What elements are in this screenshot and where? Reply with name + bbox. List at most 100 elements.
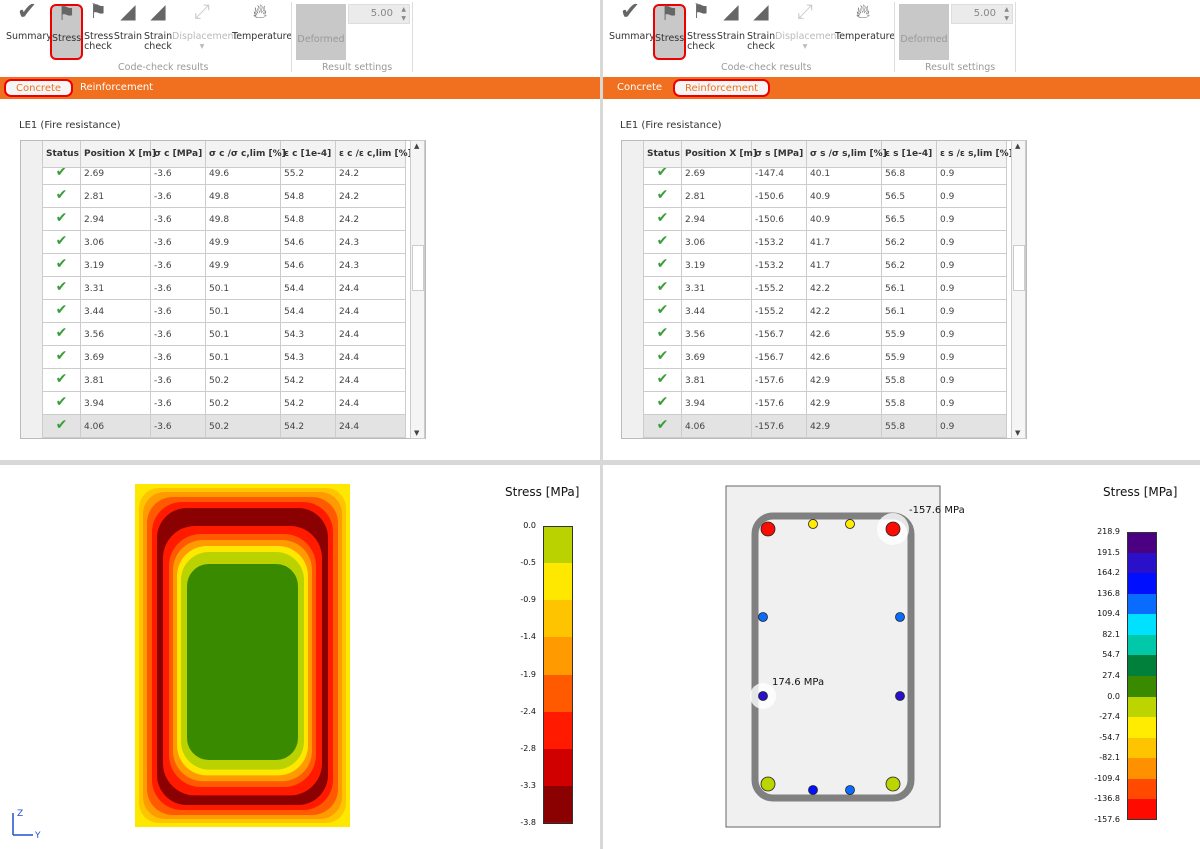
rebar[interactable] [885,776,901,792]
displacement-dropdown[interactable]: ⤢ Displacement ▾ [775,0,841,52]
displacement-dropdown[interactable]: ⤢ Displacement ▾ [172,0,238,52]
table-cell: 42.2 [807,300,882,323]
table-row[interactable]: ✔ 3.81 -157.6 42.9 55.8 0.9 [644,369,1007,392]
deform-scale-input[interactable]: 5.00 ▲ ▼ [951,4,1013,24]
table-cell: -3.6 [151,392,206,415]
rebar[interactable] [758,612,768,622]
summary-button[interactable]: ✔ Summary [6,0,52,42]
table-row[interactable]: ✔ 2.81 -3.6 49.8 54.8 24.2 [43,185,406,208]
table-row[interactable]: ✔ 3.69 -156.7 42.6 55.9 0.9 [644,346,1007,369]
column-header[interactable]: σ s [MPa] [752,141,807,167]
table-row[interactable]: ✔ 3.94 -3.6 50.2 54.2 24.4 [43,392,406,415]
legend-label: 109.4 [1097,609,1120,619]
results-table: ✔ 2.69 -3.6 49.6 55.2 24.2 ✔ 2.81 -3.6 49.8 54.8 24… [20,140,426,439]
scroll-up-icon[interactable]: ▲ [1015,142,1021,150]
column-header[interactable]: σ s /σ s,lim [%] [807,141,887,167]
column-header[interactable]: Position X [m] [682,141,757,167]
table-row[interactable]: ✔ 3.06 -153.2 41.7 56.2 0.9 [644,231,1007,254]
table-scrollbar[interactable]: ▲ ▼ [410,140,425,439]
scroll-down-icon[interactable]: ▼ [414,429,420,437]
table-row[interactable]: ✔ 3.69 -3.6 50.1 54.3 24.4 [43,346,406,369]
deformed-toggle[interactable]: Deformed [899,4,949,60]
tab-concrete[interactable]: Concrete [4,79,74,97]
tab-concrete[interactable]: Concrete [617,82,663,93]
column-header[interactable]: ε c /ε c,lim [%] [336,141,412,167]
summary-button[interactable]: ✔ Summary [609,0,655,42]
table-scrollbar[interactable]: ▲ ▼ [1011,140,1026,439]
scroll-thumb[interactable] [412,245,424,291]
pane-divider[interactable] [600,0,603,849]
column-header[interactable]: ε c [1e-4] [281,141,336,167]
table-cell: 24.4 [336,346,406,369]
spin-down-icon[interactable]: ▼ [1004,15,1009,22]
table-row[interactable]: ✔ 2.81 -150.6 40.9 56.5 0.9 [644,185,1007,208]
spin-down-icon[interactable]: ▼ [401,15,406,22]
column-header[interactable]: Status [644,141,682,167]
rebar[interactable] [895,691,905,701]
displacement-icon: ⤢ [797,0,813,23]
status-ok-icon: ✔ [644,277,682,300]
rebar[interactable] [845,785,855,795]
temperature-button[interactable]: 🔥︎ Temperature [232,0,293,42]
temperature-button[interactable]: 🔥︎ Temperature [835,0,896,42]
column-header[interactable]: σ c /σ c,lim [%] [206,141,286,167]
scroll-up-icon[interactable]: ▲ [414,142,420,150]
tab-reinforcement[interactable]: Reinforcement [673,79,771,97]
stress-button[interactable]: ⚑ Stress [50,3,83,60]
checkmark-icon: ✔ [619,0,641,25]
column-header[interactable]: σ c [MPa] [151,141,206,167]
status-ok-icon: ✔ [644,162,682,185]
column-header[interactable]: ε s /ε s,lim [%] [937,141,1013,167]
table-row[interactable]: ✔ 4.06 -3.6 50.2 54.2 24.4 [43,415,406,438]
load-case-label: LE1 (Fire resistance) [620,120,722,131]
legend-color-band [1127,737,1157,759]
scroll-thumb[interactable] [1013,245,1025,291]
stress-check-button[interactable]: ⚑ Stress check [84,0,114,52]
table-row[interactable]: ✔ 2.94 -150.6 40.9 56.5 0.9 [644,208,1007,231]
table-row[interactable]: ✔ 3.06 -3.6 49.9 54.6 24.3 [43,231,406,254]
rebar[interactable] [760,776,776,792]
rebar[interactable] [895,612,905,622]
table-row[interactable]: ✔ 3.56 -156.7 42.6 55.9 0.9 [644,323,1007,346]
spin-up-icon[interactable]: ▲ [401,6,406,13]
scroll-down-icon[interactable]: ▼ [1015,429,1021,437]
table-row[interactable]: ✔ 3.44 -3.6 50.1 54.4 24.4 [43,300,406,323]
strain-check-button[interactable]: ◢ Strain check [144,0,173,52]
column-header[interactable]: ε s [1e-4] [882,141,937,167]
legend-color-band [543,637,573,675]
rebar[interactable] [758,691,768,701]
stress-button[interactable]: ⚑ Stress [653,3,686,60]
table-row[interactable]: ✔ 3.19 -3.6 49.9 54.6 24.3 [43,254,406,277]
table-cell: 0.9 [937,392,1007,415]
table-row[interactable]: ✔ 3.44 -155.2 42.2 56.1 0.9 [644,300,1007,323]
panel-splitter[interactable] [0,460,600,465]
deformed-toggle[interactable]: Deformed [296,4,346,60]
table-row[interactable]: ✔ 3.31 -155.2 42.2 56.1 0.9 [644,277,1007,300]
spin-up-icon[interactable]: ▲ [1004,6,1009,13]
rebar[interactable] [885,521,901,537]
tab-reinforcement[interactable]: Reinforcement [80,82,154,93]
panel-splitter[interactable] [603,460,1200,465]
table-row[interactable]: ✔ 4.06 -157.6 42.9 55.8 0.9 [644,415,1007,438]
table-row[interactable]: ✔ 3.19 -153.2 41.7 56.2 0.9 [644,254,1007,277]
stress-check-button[interactable]: ⚑ Stress check [687,0,717,52]
column-header[interactable]: Status [43,141,81,167]
rebar[interactable] [808,785,818,795]
rebar[interactable] [760,521,776,537]
strain-check-button[interactable]: ◢ Strain check [747,0,776,52]
table-row[interactable]: ✔ 3.81 -3.6 50.2 54.2 24.4 [43,369,406,392]
fire-icon: 🔥︎ [252,0,268,23]
rebar[interactable] [845,519,855,529]
strain-button[interactable]: ◢ Strain [716,0,746,42]
table-row[interactable]: ✔ 3.94 -157.6 42.9 55.8 0.9 [644,392,1007,415]
legend-color-band [1127,655,1157,677]
deform-scale-input[interactable]: 5.00 ▲ ▼ [348,4,410,24]
column-header[interactable]: Position X [m] [81,141,156,167]
rebar[interactable] [808,519,818,529]
legend-color-band [1127,799,1157,821]
table-cell: -147.4 [752,162,807,185]
table-row[interactable]: ✔ 2.94 -3.6 49.8 54.8 24.2 [43,208,406,231]
table-row[interactable]: ✔ 3.56 -3.6 50.1 54.3 24.4 [43,323,406,346]
strain-button[interactable]: ◢ Strain [113,0,143,42]
table-row[interactable]: ✔ 3.31 -3.6 50.1 54.4 24.4 [43,277,406,300]
